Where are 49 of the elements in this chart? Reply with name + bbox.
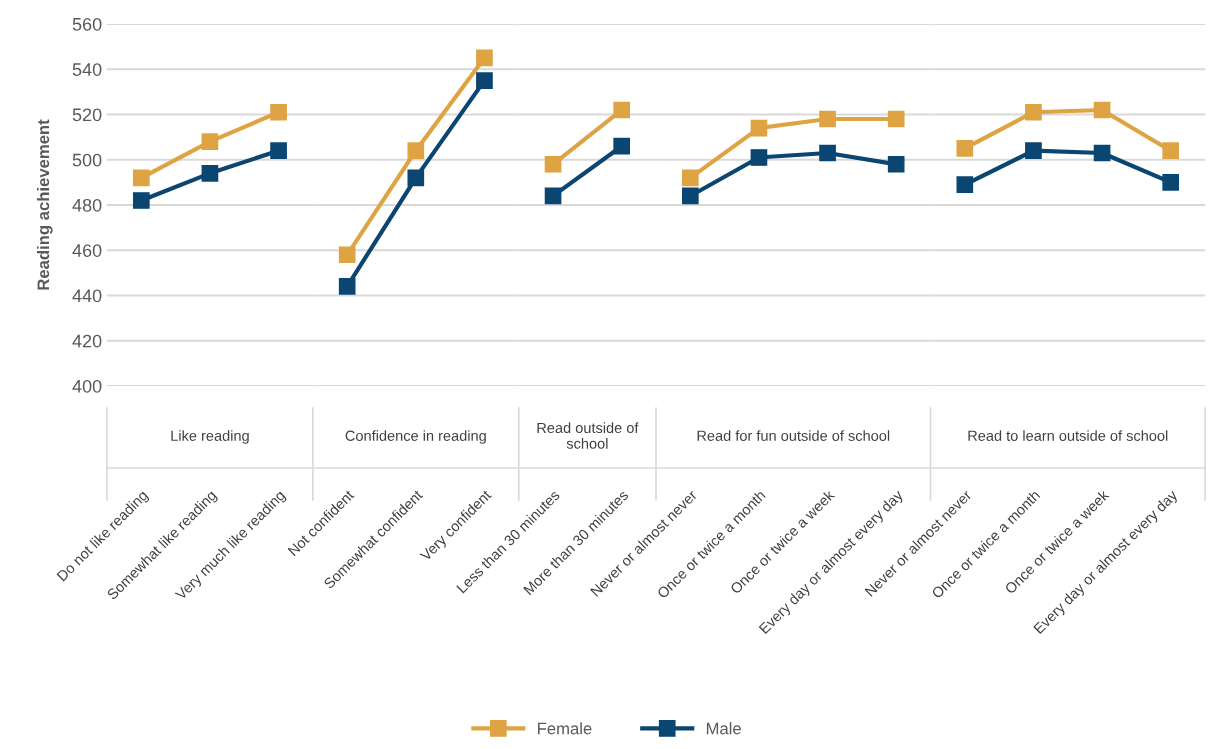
y-tick-label: 480 bbox=[72, 198, 102, 212]
point bbox=[476, 49, 493, 67]
point bbox=[407, 169, 425, 187]
point bbox=[750, 149, 768, 166]
point bbox=[1093, 101, 1111, 119]
y-tick-label: 540 bbox=[72, 63, 102, 76]
y-tick-label: 420 bbox=[72, 334, 102, 348]
point bbox=[270, 103, 287, 121]
y-tick-label: 460 bbox=[72, 244, 102, 257]
point bbox=[956, 176, 974, 193]
y-tick-label: 440 bbox=[72, 289, 102, 303]
point bbox=[338, 246, 356, 264]
y-axis-title: Reading achievement bbox=[36, 119, 53, 290]
point bbox=[544, 187, 562, 205]
point bbox=[201, 164, 219, 182]
legend-label: Female bbox=[538, 722, 592, 735]
point bbox=[819, 144, 836, 162]
point bbox=[132, 169, 150, 187]
point bbox=[338, 278, 356, 295]
x-axis-title: Read for fun outside of school bbox=[697, 430, 890, 441]
point bbox=[1025, 103, 1042, 121]
point bbox=[1025, 142, 1042, 160]
legend-label: Male bbox=[706, 722, 741, 735]
x-axis-title: Confidence in reading bbox=[345, 430, 486, 444]
point bbox=[887, 110, 905, 128]
point bbox=[613, 137, 631, 155]
x-axis-title: Read to learn outside of school bbox=[968, 430, 1168, 441]
point bbox=[1162, 174, 1180, 191]
y-tick-label: 520 bbox=[72, 108, 102, 122]
point bbox=[1162, 142, 1180, 160]
point bbox=[681, 187, 699, 205]
point bbox=[407, 142, 425, 160]
point bbox=[750, 119, 768, 137]
point bbox=[887, 155, 905, 173]
point bbox=[819, 110, 836, 128]
point bbox=[613, 101, 631, 119]
point bbox=[1093, 144, 1111, 162]
y-tick-label: 560 bbox=[72, 17, 102, 31]
y-tick-label: 400 bbox=[72, 379, 102, 393]
point bbox=[544, 155, 562, 173]
point bbox=[956, 140, 974, 157]
point bbox=[476, 72, 493, 89]
y-tick-label: 500 bbox=[72, 153, 102, 167]
point bbox=[270, 142, 287, 160]
point bbox=[681, 169, 699, 187]
point bbox=[132, 192, 150, 209]
x-axis-title: Read outside of school bbox=[537, 422, 639, 449]
x-axis-title: Like reading bbox=[171, 430, 249, 444]
point bbox=[201, 133, 219, 150]
